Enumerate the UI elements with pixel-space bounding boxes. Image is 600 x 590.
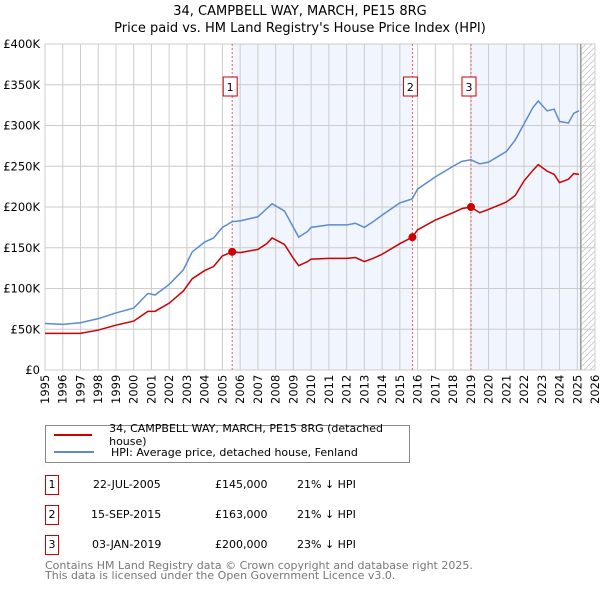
- sale-label-box: [222, 76, 238, 97]
- x-tick-label: 2023: [535, 375, 549, 404]
- y-tick-label: £0: [25, 363, 40, 377]
- x-tick-label: 2007: [251, 375, 265, 404]
- sale-row: 2 15-SEP-2015 £163,000 21% ↓ HPI: [45, 505, 445, 525]
- sale-date: 15-SEP-2015: [91, 508, 162, 521]
- x-tick-label: 2003: [180, 375, 194, 404]
- series-line-hpi: [44, 99, 580, 326]
- legend-label: 34, CAMPBELL WAY, MARCH, PE15 8RG (detac…: [109, 422, 383, 448]
- x-tick-label: 2024: [553, 375, 567, 404]
- legend-swatch-blue: [54, 451, 94, 453]
- x-tick-label: 2015: [393, 375, 407, 404]
- y-tick-label: £50K: [11, 322, 41, 336]
- sale-date: 22-JUL-2005: [93, 478, 161, 491]
- sale-number: 1: [45, 475, 59, 495]
- y-tick-label: £350K: [3, 78, 40, 92]
- x-tick-label: 2002: [162, 375, 176, 404]
- sale-number: 2: [45, 505, 59, 525]
- legend-item-property: 34, CAMPBELL WAY, MARCH, PE15 8RG (detac…: [54, 422, 409, 448]
- x-tick-label: 2001: [144, 375, 158, 404]
- sale-label-number: 2: [407, 81, 414, 94]
- x-tick-label: 2012: [340, 375, 354, 404]
- sale-price: £163,000: [215, 508, 268, 521]
- x-tick-label: 2016: [411, 375, 425, 404]
- footer-licence: This data is licensed under the Open Gov…: [45, 569, 396, 582]
- x-tick-label: 2008: [269, 375, 283, 404]
- x-tick-label: 1997: [73, 375, 87, 404]
- series-line-property: [45, 163, 580, 335]
- x-tick-label: 2013: [357, 375, 371, 404]
- x-tick-label: 2006: [233, 375, 247, 404]
- y-tick-label: £250K: [3, 159, 40, 173]
- price-chart: 1995 1996 1997 1998 1999 2000 2001 2002 2003 2004…: [3, 37, 600, 404]
- sale-hpi-diff: 21% ↓ HPI: [297, 508, 356, 521]
- sale-point: [466, 203, 475, 211]
- sale-number: 3: [45, 535, 59, 555]
- footer-copyright: Contains HM Land Registry data © Crown c…: [45, 559, 473, 572]
- y-tick-label: £300K: [3, 119, 40, 133]
- sale-label-box: [402, 76, 418, 97]
- sale-label-number: 3: [465, 81, 472, 94]
- x-tick-label: 2025: [570, 375, 584, 404]
- y-tick-label: £100K: [3, 282, 40, 296]
- sale-row: 1 22-JUL-2005 £145,000 21% ↓ HPI: [45, 475, 445, 495]
- legend-swatch-red: [54, 434, 93, 436]
- x-tick-label: 2000: [127, 375, 141, 404]
- sale-label-box: [461, 76, 477, 97]
- x-tick-label: 2017: [428, 375, 442, 404]
- footer: Contains HM Land Registry data © Crown c…: [45, 559, 473, 582]
- sale-hpi-diff: 21% ↓ HPI: [297, 478, 356, 491]
- x-tick-label: 2019: [464, 375, 478, 404]
- x-tick-label: 2010: [304, 375, 318, 404]
- sale-label-number: 1: [227, 81, 234, 94]
- title-line: 34, CAMPBELL WAY, MARCH, PE15 8RG: [173, 4, 427, 19]
- sale-price: £145,000: [215, 478, 268, 491]
- y-tick-label: £150K: [3, 241, 40, 255]
- y-tick-label: £200K: [3, 200, 40, 214]
- sale-point: [408, 233, 417, 242]
- x-tick-label: 2004: [198, 375, 212, 404]
- sale-date: 03-JAN-2019: [92, 538, 162, 551]
- x-tick-label: 1996: [56, 375, 70, 404]
- x-tick-label: 2021: [499, 375, 513, 404]
- x-tick-label: 2014: [375, 375, 389, 404]
- sale-row: 3 03-JAN-2019 £200,000 23% ↓ HPI: [45, 535, 445, 555]
- sale-hpi-diff: 23% ↓ HPI: [297, 538, 356, 551]
- subtitle-line: Price paid vs. HM Land Registry's House …: [114, 21, 486, 36]
- x-tick-label: 2011: [322, 375, 336, 404]
- x-tick-label: 2009: [286, 375, 300, 404]
- x-tick-label: 2018: [446, 375, 460, 404]
- legend-item-hpi: HPI: Average price, detached house, Fenl…: [54, 444, 358, 460]
- sale-point: [228, 247, 237, 256]
- legend: 34, CAMPBELL WAY, MARCH, PE15 8RG (detac…: [45, 422, 410, 463]
- y-tick-label: £400K: [3, 37, 40, 51]
- x-tick-label: 2005: [215, 375, 229, 404]
- legend-label: HPI: Average price, detached house, Fenl…: [111, 445, 358, 459]
- sale-price: £200,000: [215, 538, 268, 551]
- x-tick-label: 1998: [91, 375, 105, 404]
- x-tick-label: 2020: [482, 375, 496, 404]
- chart-title: 34, CAMPBELL WAY, MARCH, PE15 8RG Price …: [0, 3, 600, 37]
- x-tick-label: 1999: [109, 375, 123, 404]
- x-tick-label: 2022: [517, 375, 531, 404]
- x-tick-label: 2026: [588, 375, 600, 404]
- x-tick-label: 1995: [38, 375, 52, 404]
